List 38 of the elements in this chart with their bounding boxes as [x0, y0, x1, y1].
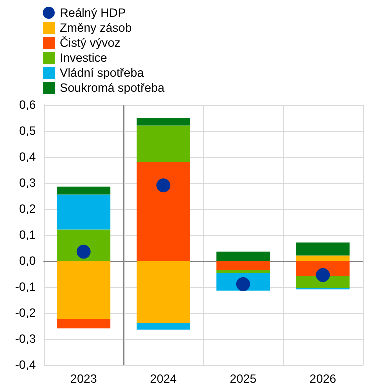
bar [57, 186, 111, 195]
legend-label: Změny zásob [60, 21, 132, 35]
bar [296, 276, 350, 288]
legend-label: Čistý vývoz [60, 36, 121, 50]
bar [296, 242, 350, 256]
x-tick-label: 2023 [70, 372, 98, 386]
bar [57, 230, 111, 261]
bar [216, 270, 270, 274]
legend-label: Reálný HDP [60, 6, 126, 20]
bar [136, 323, 190, 330]
bar [216, 252, 270, 261]
bar [136, 118, 190, 126]
y-tick-label: -0,3 [15, 332, 36, 346]
y-tick-label: 0,0 [19, 254, 36, 268]
bar [57, 194, 111, 230]
y-tick-label: 0,2 [19, 202, 36, 216]
x-tick-label: 2026 [310, 372, 337, 386]
y-tick-label: 0,5 [19, 124, 36, 138]
y-tick-label: -0,4 [15, 358, 36, 372]
legend-label: Soukromá spotřeba [60, 81, 166, 95]
y-tick-label: 0,1 [19, 228, 36, 242]
legend-label: Investice [60, 51, 108, 65]
bar [216, 261, 270, 270]
y-tick-label: 0,4 [19, 150, 36, 164]
bar [136, 162, 190, 261]
bar [296, 256, 350, 261]
bar [57, 320, 111, 329]
legend-label: Vládní spotřeba [60, 66, 144, 80]
y-tick-label: 0,3 [19, 176, 36, 190]
bar [57, 261, 111, 320]
y-tick-label: 0,6 [19, 98, 36, 112]
y-tick-label: -0,2 [15, 306, 36, 320]
bar [136, 261, 190, 324]
bar [136, 126, 190, 162]
point [156, 178, 171, 193]
y-tick-label: -0,1 [15, 280, 36, 294]
x-tick-label: 2025 [230, 372, 258, 386]
x-tick-label: 2024 [150, 372, 178, 386]
